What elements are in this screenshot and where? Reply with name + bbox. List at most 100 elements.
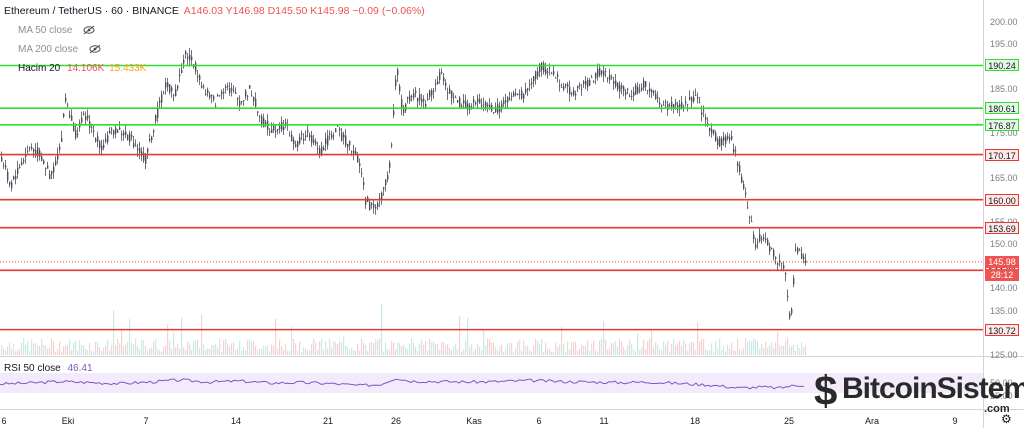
volume-ma-value: 15.433K: [109, 63, 147, 74]
x-tick-label: 7: [143, 416, 149, 426]
rsi-legend[interactable]: RSI 50 close 46.41: [4, 363, 93, 374]
volume-bar: [521, 350, 523, 355]
candle-body: [281, 121, 283, 131]
volume-bar: [759, 348, 761, 355]
candle-body: [523, 94, 525, 99]
volume-bar: [3, 348, 5, 355]
volume-bar: [7, 346, 9, 355]
ma50-row[interactable]: MA 50 close: [4, 23, 425, 42]
candle-body: [323, 148, 325, 151]
candle-body: [789, 313, 791, 318]
symbol-title[interactable]: Ethereum / TetherUS · 60 · BINANCE: [4, 5, 179, 17]
volume-bar: [635, 351, 637, 355]
level-label[interactable]: 190.24: [985, 59, 1019, 72]
candle-body: [629, 96, 631, 98]
x-tick-label: 6: [1, 416, 7, 426]
volume-bar: [53, 341, 55, 355]
volume-bar: [409, 343, 411, 355]
volume-bar: [217, 347, 219, 355]
candle-body: [353, 150, 355, 154]
candle-body: [571, 93, 573, 95]
candle-body: [339, 128, 341, 131]
volume-bar: [631, 343, 633, 355]
volume-bar: [27, 341, 29, 355]
candle-body: [269, 130, 271, 132]
volume-bar: [315, 342, 317, 355]
candle-body: [665, 102, 667, 104]
candle-body: [693, 96, 695, 102]
level-label[interactable]: 160.00: [985, 193, 1019, 206]
volume-bar: [41, 338, 43, 355]
volume-bar: [669, 351, 671, 355]
candle-body: [307, 130, 309, 133]
volume-bar: [709, 350, 711, 355]
volume-bar: [747, 342, 749, 355]
volume-bar: [571, 342, 573, 355]
volume-bar: [213, 345, 215, 355]
candle-body: [9, 182, 11, 185]
volume-bar: [145, 346, 147, 355]
volume-bar: [583, 345, 585, 355]
hidden-eye-icon[interactable]: [89, 44, 101, 54]
candle-body: [91, 127, 93, 129]
volume-bar: [83, 345, 85, 355]
volume-bar: [361, 338, 363, 355]
candle-body: [561, 86, 563, 88]
level-label[interactable]: 170.17: [985, 148, 1019, 161]
volume-bar: [689, 343, 691, 355]
candle-body: [463, 100, 465, 104]
candle-body: [651, 89, 653, 93]
level-label[interactable]: 153.69: [985, 221, 1019, 234]
volume-bar: [321, 338, 323, 355]
volume-bar: [227, 343, 229, 355]
candle-body: [305, 135, 307, 138]
candle-body: [681, 102, 683, 108]
candle-body: [279, 124, 281, 130]
candle-body: [13, 176, 15, 180]
candle-body: [273, 125, 275, 131]
volume-bar: [589, 351, 591, 355]
volume-row[interactable]: Hacim 20 14.106K 15.433K: [4, 61, 425, 80]
candle-body: [439, 72, 441, 81]
candle-body: [521, 90, 523, 99]
candle-body: [391, 144, 393, 146]
volume-bar: [515, 348, 517, 355]
candle-body: [549, 68, 551, 70]
volume-bar: [541, 339, 543, 355]
volume-bar: [605, 340, 607, 355]
candle-body: [205, 93, 207, 96]
volume-bar: [91, 350, 93, 355]
volume-bar: [271, 344, 273, 355]
volume-bar: [397, 342, 399, 355]
volume-bar: [513, 351, 515, 355]
y-tick-label: 150.00: [990, 239, 1018, 250]
candle-body: [575, 93, 577, 96]
candle-body: [241, 101, 243, 102]
candle-body: [519, 94, 521, 96]
candle-body: [663, 104, 665, 106]
hidden-eye-icon[interactable]: [83, 25, 95, 35]
level-label[interactable]: 130.72: [985, 323, 1019, 336]
volume-bar: [761, 343, 763, 355]
level-label[interactable]: 176.87: [985, 118, 1019, 131]
candle-body: [111, 128, 113, 130]
ma200-row[interactable]: MA 200 close: [4, 42, 425, 61]
level-label[interactable]: 180.61: [985, 102, 1019, 115]
candle-body: [245, 90, 247, 97]
candle-body: [121, 133, 123, 136]
volume-bar: [551, 351, 553, 355]
volume-bar: [15, 351, 17, 355]
candle-body: [613, 81, 615, 84]
candle-body: [525, 88, 527, 93]
candle-body: [667, 103, 669, 110]
candle-body: [723, 136, 725, 141]
candle-body: [653, 91, 655, 93]
candle-body: [189, 54, 191, 61]
settings-gear-icon[interactable]: ⚙: [1001, 412, 1012, 426]
candle-body: [155, 115, 157, 122]
candle-body: [467, 103, 469, 110]
volume-bar: [265, 346, 267, 355]
candle-body: [577, 85, 579, 89]
candle-body: [27, 150, 29, 152]
